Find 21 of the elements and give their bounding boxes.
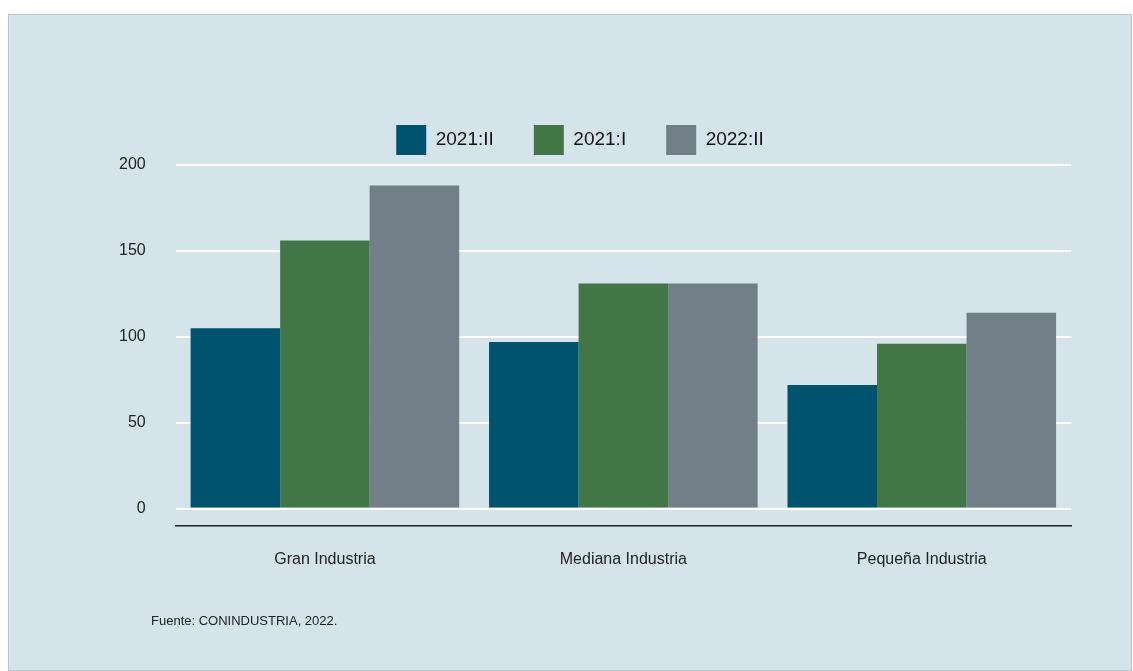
legend-label: 2021:II (435, 128, 494, 150)
bar (190, 328, 281, 508)
x-tick-label: Pequeña Industria (856, 549, 987, 567)
legend-label: 2022:II (705, 128, 764, 150)
bar (489, 341, 579, 508)
x-tick-label: Mediana Industria (559, 549, 688, 567)
y-tick-label: 200 (118, 155, 146, 173)
y-tick-label: 100 (118, 327, 146, 345)
bar (966, 312, 1057, 508)
bar (578, 283, 669, 508)
y-tick-label: 0 (136, 499, 146, 517)
bar (668, 283, 758, 508)
legend-label: 2021:I (573, 128, 627, 150)
bar (280, 240, 370, 508)
bar (369, 185, 460, 508)
bar (787, 384, 878, 508)
y-tick-label: 50 (127, 413, 146, 431)
x-tick-label: Gran Industria (274, 549, 376, 567)
source-note: Fuente: CONINDUSTRIA, 2022. (151, 613, 338, 628)
y-tick-label: 150 (118, 241, 146, 259)
bar (877, 343, 967, 508)
